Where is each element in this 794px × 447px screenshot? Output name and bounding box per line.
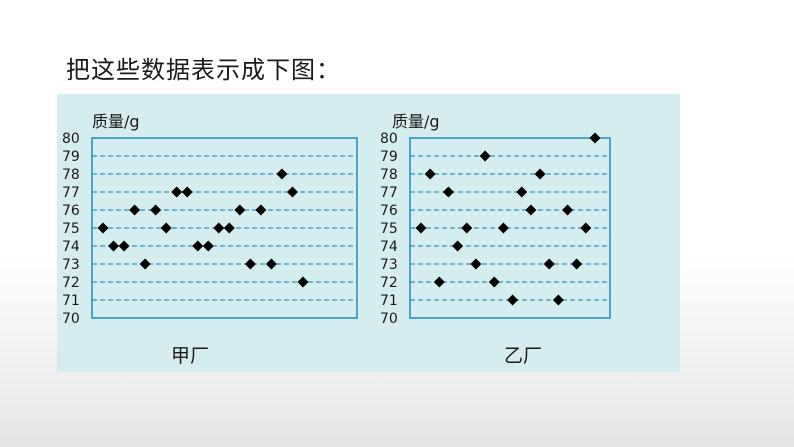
data-point	[516, 186, 528, 198]
data-point	[580, 222, 592, 234]
data-point	[171, 186, 183, 198]
y-tick-label: 73	[380, 257, 398, 273]
y-tick-label: 74	[62, 239, 80, 255]
y-tick-label: 76	[62, 203, 80, 219]
data-point	[97, 222, 109, 234]
data-point	[534, 168, 546, 180]
plot-frame	[409, 137, 611, 319]
data-point	[424, 168, 436, 180]
y-tick-label: 78	[380, 167, 398, 183]
factory-label: 甲厂	[171, 345, 209, 367]
data-point	[139, 258, 151, 270]
data-point	[433, 276, 445, 288]
data-point	[452, 240, 464, 252]
data-point	[415, 222, 427, 234]
y-tick-label: 75	[380, 221, 398, 237]
data-point	[552, 294, 564, 306]
data-point	[255, 204, 267, 216]
y-tick-label: 71	[62, 293, 80, 309]
y-tick-label: 80	[62, 131, 80, 147]
y-tick-label: 72	[380, 275, 398, 291]
factory-label: 乙厂	[504, 345, 542, 367]
data-point	[525, 204, 537, 216]
y-tick-label: 79	[380, 149, 398, 165]
data-point	[297, 276, 309, 288]
data-point	[129, 204, 141, 216]
data-point	[192, 240, 204, 252]
y-tick-label: 74	[380, 239, 398, 255]
y-tick-label: 75	[62, 221, 80, 237]
data-point	[244, 258, 256, 270]
data-point	[108, 240, 120, 252]
y-tick-label: 79	[62, 149, 80, 165]
data-point	[470, 258, 482, 270]
y-tick-label: 78	[62, 167, 80, 183]
y-tick-label: 76	[380, 203, 398, 219]
data-point	[234, 204, 246, 216]
y-tick-label: 70	[62, 311, 80, 327]
data-point	[589, 132, 601, 144]
data-point	[543, 258, 555, 270]
data-point	[160, 222, 172, 234]
data-point	[118, 240, 130, 252]
y-axis-label: 质量/g	[92, 112, 140, 131]
data-point	[442, 186, 454, 198]
data-point	[488, 276, 500, 288]
y-tick-label: 80	[380, 131, 398, 147]
chart-panel	[57, 94, 680, 372]
y-tick-label: 77	[380, 185, 398, 201]
y-axis-label: 质量/g	[392, 112, 440, 131]
y-tick-label: 71	[380, 293, 398, 309]
data-point	[562, 204, 574, 216]
data-point	[507, 294, 519, 306]
data-point	[461, 222, 473, 234]
data-point	[286, 186, 298, 198]
data-point	[276, 168, 288, 180]
y-tick-label: 73	[62, 257, 80, 273]
data-point	[223, 222, 235, 234]
data-point	[150, 204, 162, 216]
data-point	[181, 186, 193, 198]
y-tick-label: 72	[62, 275, 80, 291]
data-point	[479, 150, 491, 162]
data-point	[497, 222, 509, 234]
data-point	[202, 240, 214, 252]
data-point	[213, 222, 225, 234]
y-tick-label: 70	[380, 311, 398, 327]
heading-text: 把这些数据表示成下图：	[66, 56, 341, 84]
plot-frame	[91, 137, 358, 319]
data-point	[265, 258, 277, 270]
data-point	[571, 258, 583, 270]
y-tick-label: 77	[62, 185, 80, 201]
